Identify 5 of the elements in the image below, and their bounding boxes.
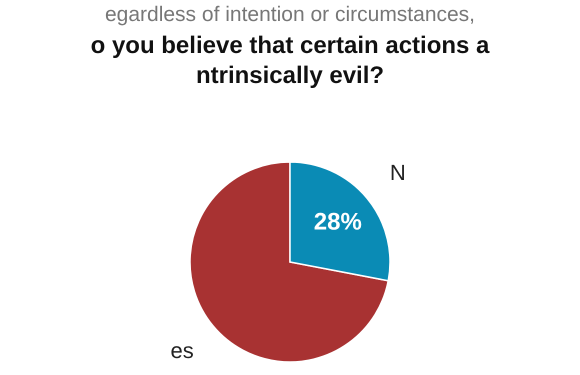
slice-label: N <box>390 160 406 185</box>
data-label: 28% <box>314 208 362 236</box>
slice-label: es <box>170 338 194 364</box>
chart-title: o you believe that certain actions a ntrinsically evil? <box>90 32 490 89</box>
chart-subtitle: egardless of intention or circumstances, <box>104 3 476 26</box>
